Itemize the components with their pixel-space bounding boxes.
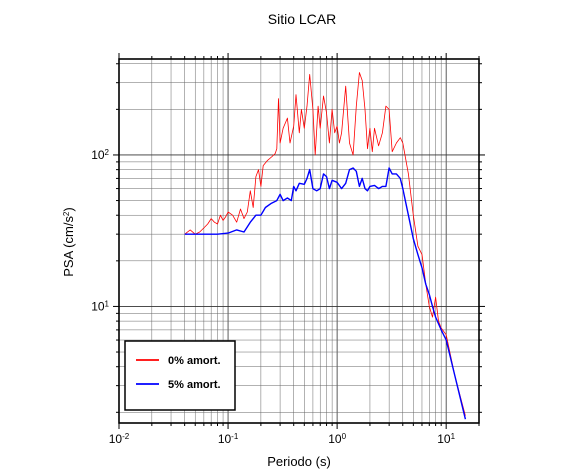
tick-labels: 10-2 10-1 100 101 101 102 xyxy=(91,147,455,446)
y-axis-label-superscript: 2 xyxy=(62,211,71,216)
series-line-1 xyxy=(184,167,467,420)
y-axis-label: PSA (cm/s2) xyxy=(61,207,76,276)
legend-box xyxy=(124,340,236,411)
legend: 0% amort. 5% amort. xyxy=(124,340,236,411)
series-line-0 xyxy=(184,72,466,416)
grid xyxy=(118,59,480,423)
x-tick-label: 10-2 xyxy=(109,432,130,447)
plot-frame xyxy=(118,58,480,424)
x-axis-label: Periodo (s) xyxy=(267,454,331,469)
series-layer xyxy=(184,72,467,420)
y-axis-label-end: ) xyxy=(61,207,76,211)
x-tick-label: 100 xyxy=(328,432,346,447)
legend-label-1: 5% amort. xyxy=(168,379,221,391)
y-tick-label: 102 xyxy=(91,147,109,162)
y-tick-label: 101 xyxy=(91,299,109,314)
y-axis-label-base: PSA (cm/s xyxy=(61,216,76,277)
tick-marks xyxy=(113,53,485,429)
chart-title: Sitio LCAR xyxy=(268,11,336,27)
x-tick-label: 101 xyxy=(437,432,455,447)
legend-label-0: 0% amort. xyxy=(168,355,221,367)
x-tick-label: 10-1 xyxy=(218,432,239,447)
